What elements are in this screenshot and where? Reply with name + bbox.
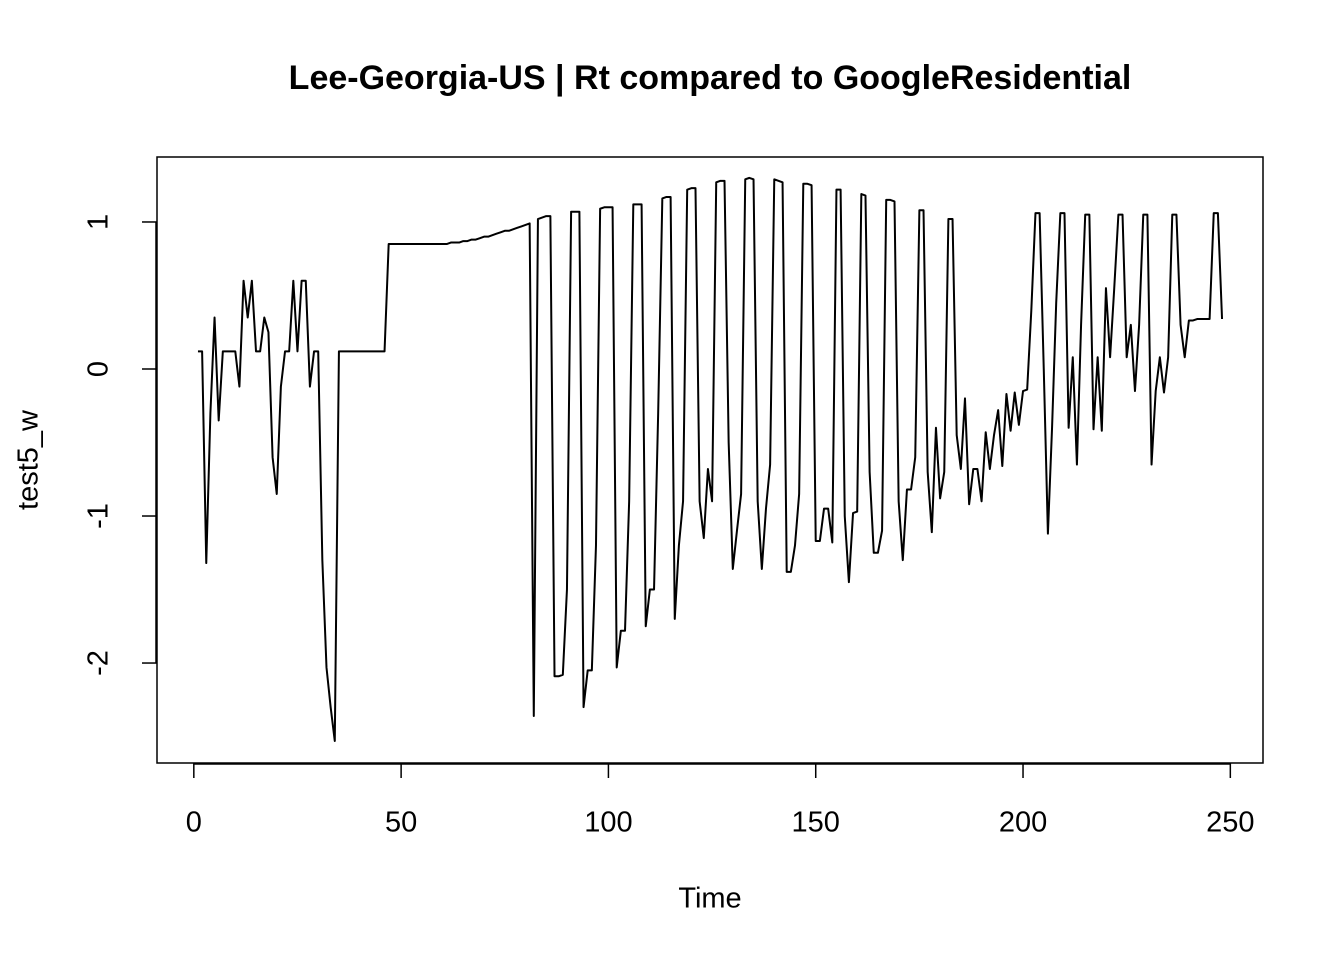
- plot-box: [156, 156, 1264, 764]
- x-tick-label: 50: [385, 807, 417, 839]
- y-axis-label: test5_w: [13, 409, 45, 510]
- x-tick-label: 150: [792, 807, 840, 839]
- data-line: [197, 176, 1224, 742]
- y-tick-label: -2: [83, 650, 115, 676]
- y-tick-label: 0: [83, 361, 115, 377]
- chart-title: Lee-Georgia-US | Rt compared to GoogleRe…: [289, 59, 1132, 97]
- x-tick-label: 100: [584, 807, 632, 839]
- x-axis-label: Time: [678, 883, 741, 915]
- x-tick-label: 250: [1206, 807, 1254, 839]
- x-tick-label: 200: [999, 807, 1047, 839]
- x-tick-label: 0: [186, 807, 202, 839]
- y-tick-label: 1: [83, 214, 115, 230]
- y-tick-label: -1: [83, 503, 115, 529]
